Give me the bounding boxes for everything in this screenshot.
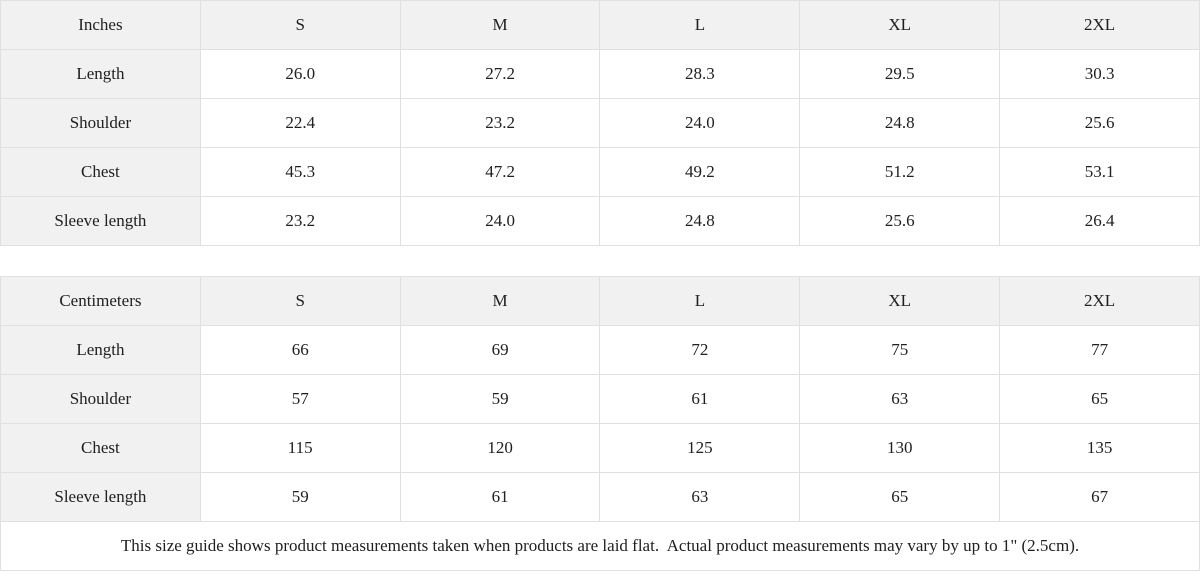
size-header-l: L (599, 0, 801, 50)
cell: 25.6 (799, 196, 1001, 246)
size-header-xl: XL (799, 276, 1001, 326)
row-label: Chest (0, 423, 201, 473)
table-row-chest: Chest 45.3 47.2 49.2 51.2 53.1 (0, 147, 1200, 197)
cell: 69 (399, 325, 601, 375)
size-header-s: S (199, 276, 401, 326)
header-row: Inches S M L XL 2XL (0, 0, 1200, 50)
cell: 26.0 (199, 49, 401, 99)
row-label: Length (0, 49, 201, 99)
cell: 130 (799, 423, 1001, 473)
cell: 57 (199, 374, 401, 424)
row-label: Length (0, 325, 201, 375)
row-label: Sleeve length (0, 196, 201, 246)
cell: 59 (399, 374, 601, 424)
size-header-l: L (599, 276, 801, 326)
table-row-sleeve-length: Sleeve length 23.2 24.0 24.8 25.6 26.4 (0, 196, 1200, 246)
cell: 63 (599, 472, 801, 522)
row-label: Chest (0, 147, 201, 197)
cell: 75 (799, 325, 1001, 375)
row-label: Sleeve length (0, 472, 201, 522)
cell: 28.3 (599, 49, 801, 99)
table-row-sleeve-length: Sleeve length 59 61 63 65 67 (0, 472, 1200, 522)
cell: 65 (799, 472, 1001, 522)
cell: 65 (999, 374, 1200, 424)
table-gap (0, 246, 1200, 276)
header-row: Centimeters S M L XL 2XL (0, 276, 1200, 326)
cell: 51.2 (799, 147, 1001, 197)
cell: 63 (799, 374, 1001, 424)
cell: 29.5 (799, 49, 1001, 99)
cell: 24.8 (599, 196, 801, 246)
cell: 24.8 (799, 98, 1001, 148)
row-label: Shoulder (0, 98, 201, 148)
cell: 24.0 (399, 196, 601, 246)
size-header-2xl: 2XL (999, 0, 1200, 50)
cell: 61 (599, 374, 801, 424)
cell: 30.3 (999, 49, 1200, 99)
cell: 23.2 (399, 98, 601, 148)
cell: 49.2 (599, 147, 801, 197)
cell: 47.2 (399, 147, 601, 197)
table-row-shoulder: Shoulder 57 59 61 63 65 (0, 374, 1200, 424)
cell: 59 (199, 472, 401, 522)
cell: 120 (399, 423, 601, 473)
row-label: Shoulder (0, 374, 201, 424)
cell: 45.3 (199, 147, 401, 197)
cell: 24.0 (599, 98, 801, 148)
size-guide-note: This size guide shows product measuremen… (0, 521, 1200, 571)
cell: 61 (399, 472, 601, 522)
unit-header: Centimeters (0, 276, 201, 326)
cell: 26.4 (999, 196, 1200, 246)
cell: 22.4 (199, 98, 401, 148)
table-row-length: Length 66 69 72 75 77 (0, 325, 1200, 375)
cell: 72 (599, 325, 801, 375)
size-header-xl: XL (799, 0, 1001, 50)
size-header-s: S (199, 0, 401, 50)
size-header-m: M (399, 0, 601, 50)
size-table-centimeters: Centimeters S M L XL 2XL Length 66 69 72… (0, 276, 1200, 571)
cell: 66 (199, 325, 401, 375)
cell: 77 (999, 325, 1200, 375)
cell: 27.2 (399, 49, 601, 99)
footer-row: This size guide shows product measuremen… (0, 521, 1200, 571)
table-row-chest: Chest 115 120 125 130 135 (0, 423, 1200, 473)
size-header-m: M (399, 276, 601, 326)
cell: 125 (599, 423, 801, 473)
cell: 25.6 (999, 98, 1200, 148)
cell: 67 (999, 472, 1200, 522)
table-row-length: Length 26.0 27.2 28.3 29.5 30.3 (0, 49, 1200, 99)
cell: 115 (199, 423, 401, 473)
cell: 135 (999, 423, 1200, 473)
cell: 53.1 (999, 147, 1200, 197)
unit-header: Inches (0, 0, 201, 50)
table-row-shoulder: Shoulder 22.4 23.2 24.0 24.8 25.6 (0, 98, 1200, 148)
cell: 23.2 (199, 196, 401, 246)
size-header-2xl: 2XL (999, 276, 1200, 326)
size-table-inches: Inches S M L XL 2XL Length 26.0 27.2 28.… (0, 0, 1200, 246)
